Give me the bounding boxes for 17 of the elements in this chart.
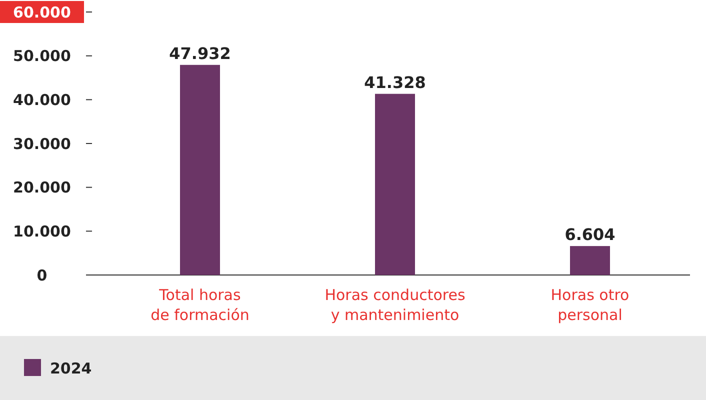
bar bbox=[570, 246, 610, 275]
data-label: 41.328 bbox=[364, 72, 426, 92]
data-label: 47.932 bbox=[169, 44, 231, 63]
y-tick-label: 30.000 bbox=[13, 134, 71, 153]
y-tick-label: 40.000 bbox=[13, 90, 71, 109]
legend-label: 2024 bbox=[50, 359, 92, 378]
bar bbox=[180, 64, 220, 275]
y-tick-label: 20.000 bbox=[13, 178, 71, 197]
x-tick-label: Total horas de formación bbox=[150, 286, 250, 324]
y-tick-label: 0 bbox=[36, 266, 48, 284]
x-tick-label: Horas otro personal bbox=[550, 286, 630, 324]
bar bbox=[375, 94, 415, 275]
data-label: 6.604 bbox=[564, 225, 616, 244]
y-tick-label: 10.000 bbox=[13, 222, 71, 240]
x-tick-label: Horas conductores y mantenimiento bbox=[324, 286, 466, 324]
y-tick-label: 60.000 bbox=[13, 3, 71, 22]
y-tick-label: 50.000 bbox=[13, 47, 71, 66]
